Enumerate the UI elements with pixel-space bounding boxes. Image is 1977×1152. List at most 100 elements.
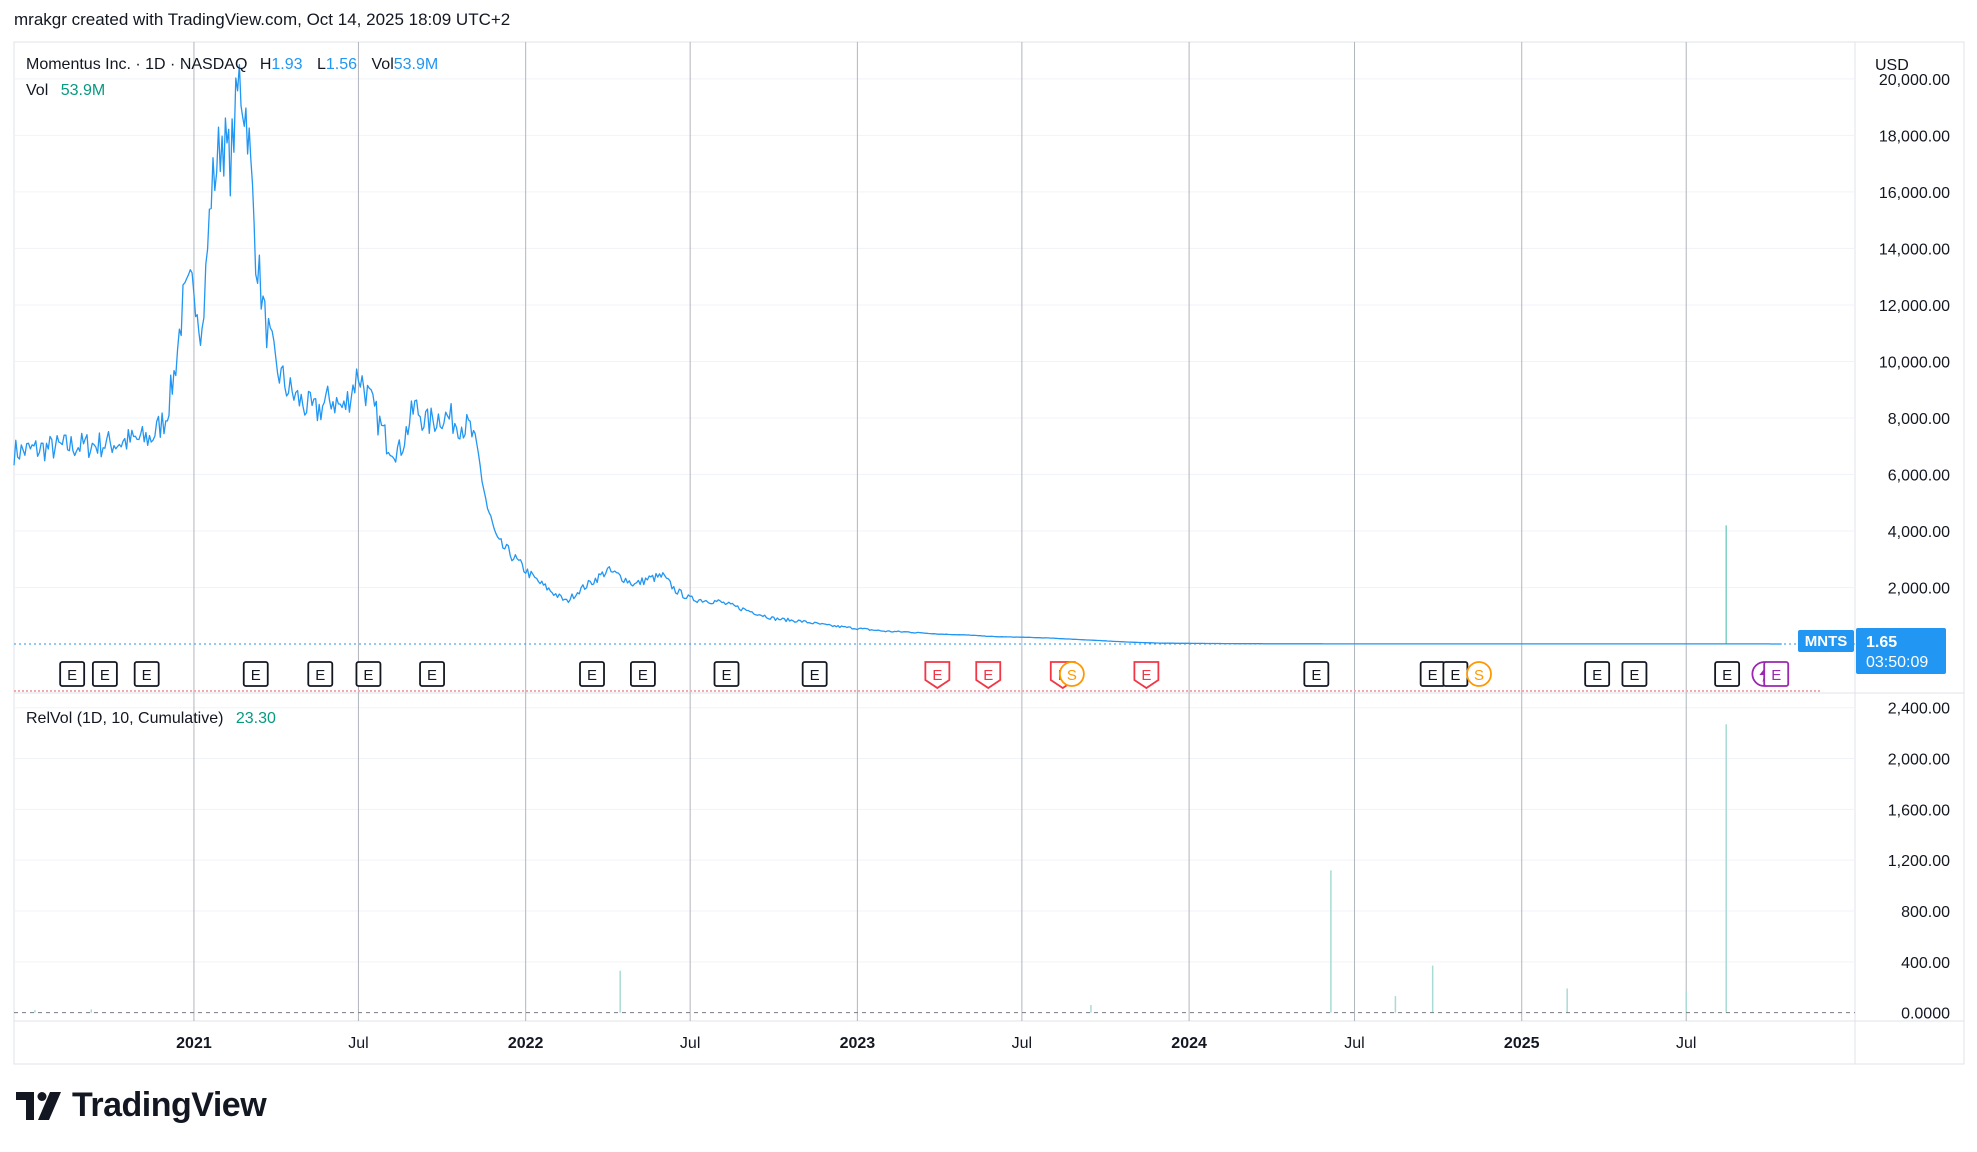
event-marker-e[interactable]: E: [1584, 661, 1611, 687]
event-marker-e[interactable]: E: [419, 661, 445, 687]
svg-text:E: E: [315, 667, 325, 684]
event-markers[interactable]: EEEEEEEEEEEEEESEEEESEEEE: [59, 661, 1790, 690]
event-marker-s[interactable]: S: [1058, 661, 1085, 687]
relvol-bars: [34, 724, 1727, 1013]
svg-text:S: S: [1067, 667, 1077, 684]
event-marker-e[interactable]: E: [1621, 661, 1648, 687]
svg-text:E: E: [1771, 667, 1781, 684]
price-tag-symbol: MNTS: [1805, 633, 1848, 650]
chart-header: mrakgr created with TradingView.com, Oct…: [14, 10, 511, 29]
price-axis-labels: 2,000.00 4,000.00 6,000.00 8,000.00 10,000.0…: [1879, 72, 1950, 598]
event-marker-e[interactable]: E: [801, 661, 828, 687]
symbol-title: Momentus Inc. · 1D · NASDAQ: [26, 56, 247, 73]
svg-text:E: E: [1722, 667, 1732, 684]
relvol-tick-label: 1,600.00: [1888, 802, 1950, 819]
relvol-axis-labels: 0.0000 400.00 800.00 1,200.00 1,600.00 2,000.…: [1888, 701, 1950, 1023]
price-tick-label: 20,000.00: [1879, 72, 1950, 89]
brand-name: TradingView: [72, 1086, 267, 1124]
event-marker-e[interactable]: E: [355, 661, 382, 687]
time-tick-label: 2021: [176, 1035, 212, 1052]
relvol-legend-label: RelVol (1D, 10, Cumulative): [26, 710, 223, 727]
chart-frame: [13, 41, 1965, 1065]
event-marker-e[interactable]: E: [1714, 661, 1741, 687]
event-marker-e[interactable]: E: [133, 661, 160, 687]
price-tick-label: 14,000.00: [1879, 241, 1950, 258]
volume-legend[interactable]: Vol 53.9M: [26, 82, 105, 99]
svg-text:E: E: [427, 667, 437, 684]
tradingview-logo-icon: [16, 1091, 61, 1120]
symbol-legend[interactable]: Momentus Inc. · 1D · NASDAQ H1.93 L1.56 …: [26, 56, 438, 73]
svg-text:E: E: [638, 667, 648, 684]
price-series: [13, 64, 1782, 645]
volume-legend-value: 53.9M: [61, 82, 105, 99]
svg-text:E: E: [67, 667, 77, 684]
event-marker-e[interactable]: E: [713, 661, 740, 687]
low-label: L: [317, 56, 326, 73]
price-tag[interactable]: MNTS 1.65 03:50:09: [1798, 628, 1946, 674]
relvol-tick-label: 400.00: [1901, 955, 1950, 972]
price-tick-label: 2,000.00: [1888, 580, 1950, 597]
price-tick-label: 10,000.00: [1879, 354, 1950, 371]
price-tick-label: 6,000.00: [1888, 467, 1950, 484]
event-marker-e[interactable]: E: [1419, 661, 1446, 687]
relvol-tick-label: 1,200.00: [1888, 853, 1950, 870]
event-marker-e[interactable]: E: [579, 661, 605, 687]
price-line: [13, 64, 1782, 645]
relvol-legend[interactable]: RelVol (1D, 10, Cumulative) 23.30: [26, 710, 276, 727]
time-tick-label: Jul: [348, 1035, 368, 1052]
svg-text:E: E: [251, 667, 261, 684]
svg-text:E: E: [1428, 667, 1438, 684]
event-marker-e[interactable]: E: [307, 661, 334, 687]
relvol-tick-label: 800.00: [1901, 904, 1950, 921]
time-tick-label: 2023: [840, 1035, 876, 1052]
event-marker-e[interactable]: E: [1763, 661, 1790, 687]
vol-label: Vol: [372, 56, 394, 73]
svg-text:E: E: [142, 667, 152, 684]
low-value: 1.56: [326, 56, 357, 73]
price-tick-label: 18,000.00: [1879, 128, 1950, 145]
event-marker-e[interactable]: E: [630, 661, 656, 687]
price-tag-countdown: 03:50:09: [1866, 654, 1928, 671]
event-marker-s[interactable]: S: [1466, 661, 1492, 687]
svg-text:E: E: [1592, 667, 1602, 684]
svg-text:E: E: [722, 667, 732, 684]
svg-text:E: E: [363, 667, 373, 684]
time-axis-labels: 2021 Jul 2022 Jul 2023 Jul 2024 Jul 2025 Jul: [176, 1035, 1696, 1052]
price-tick-label: 8,000.00: [1888, 411, 1950, 428]
event-marker-e[interactable]: E: [242, 661, 269, 687]
event-marker-e[interactable]: E: [1133, 661, 1160, 690]
tradingview-brand: TradingView: [16, 1086, 267, 1125]
relvol-tick-label: 2,000.00: [1888, 752, 1950, 769]
event-marker-e[interactable]: E: [59, 661, 86, 687]
time-tick-label: 2022: [508, 1035, 544, 1052]
time-tick-label: 2025: [1504, 1035, 1540, 1052]
trading-chart[interactable]: EEEEEEEEEEEEEESEEEESEEEE 2,000.00 4,000.0…: [0, 0, 1977, 1080]
svg-text:E: E: [1629, 667, 1639, 684]
relvol-legend-value: 23.30: [236, 710, 276, 727]
relvol-tick-label: 0.0000: [1901, 1006, 1950, 1023]
volume-legend-label: Vol: [26, 82, 48, 99]
svg-text:E: E: [100, 667, 110, 684]
currency-label[interactable]: USD: [1875, 57, 1909, 74]
svg-text:E: E: [587, 667, 597, 684]
price-tag-price: 1.65: [1866, 634, 1897, 651]
svg-text:E: E: [1141, 667, 1151, 684]
event-marker-e[interactable]: E: [924, 661, 951, 690]
time-tick-label: Jul: [1012, 1035, 1032, 1052]
time-tick-label: Jul: [1676, 1035, 1696, 1052]
event-marker-e[interactable]: E: [975, 661, 1002, 690]
horizontal-gridlines: [14, 78, 1855, 963]
vol-value: 53.9M: [394, 56, 438, 73]
svg-text:E: E: [1311, 667, 1321, 684]
svg-text:E: E: [983, 667, 993, 684]
svg-text:E: E: [932, 667, 942, 684]
event-marker-e[interactable]: E: [91, 661, 118, 687]
price-tick-label: 12,000.00: [1879, 298, 1950, 315]
relvol-tick-label: 2,400.00: [1888, 701, 1950, 718]
event-marker-e[interactable]: E: [1303, 661, 1330, 687]
svg-text:E: E: [810, 667, 820, 684]
event-marker-e[interactable]: E: [1442, 661, 1469, 687]
high-label: H: [260, 56, 272, 73]
high-value: 1.93: [271, 56, 302, 73]
vertical-gridlines: [193, 42, 1687, 1021]
